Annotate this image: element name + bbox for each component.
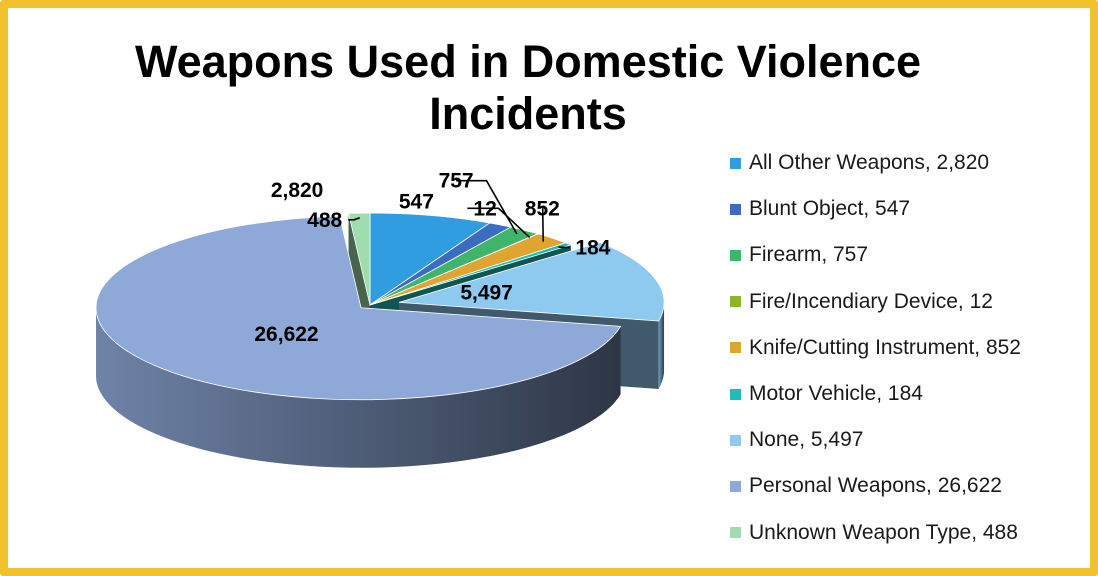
legend-label: Unknown Weapon Type, 488: [749, 520, 1018, 544]
legend-label: All Other Weapons, 2,820: [749, 151, 990, 175]
leader-line-knife-cutting-instrument: [541, 207, 544, 242]
legend-label: Blunt Object, 547: [749, 197, 911, 221]
legend-swatch: [730, 480, 741, 492]
legend-swatch: [730, 157, 741, 169]
legend-label: None, 5,497: [749, 428, 864, 452]
data-label-all-other-weapons: 2,820: [271, 179, 324, 202]
legend-label: Firearm, 757: [749, 243, 869, 267]
pie-slice-all-other-weapons: [369, 212, 491, 306]
data-label-none: 5,497: [460, 282, 513, 305]
legend-item-blunt-object: Blunt Object, 547: [730, 186, 1090, 232]
legend-item-personal-weapons: Personal Weapons, 26,622: [730, 463, 1090, 509]
legend-swatch: [730, 249, 741, 261]
legend-swatch: [730, 342, 741, 354]
legend-label: Knife/Cutting Instrument, 852: [749, 335, 1021, 359]
pie-slice-personal-weapons: [95, 215, 622, 401]
legend-swatch: [730, 296, 741, 308]
legend-item-fire-incendiary-device: Fire/Incendiary Device, 12: [730, 279, 1090, 325]
legend-item-firearm: Firearm, 757: [730, 232, 1090, 278]
legend-swatch: [730, 203, 741, 215]
none-side-wall: [658, 302, 665, 389]
pie-slice-none: [398, 241, 665, 322]
data-label-firearm: 757: [439, 170, 474, 193]
legend-swatch: [730, 434, 741, 446]
pie-slice-motor-vehicle: [369, 242, 573, 306]
leader-line-unknown-weapon-type: [348, 216, 361, 221]
legend-label: Motor Vehicle, 184: [749, 382, 923, 406]
legend-label: Personal Weapons, 26,622: [749, 474, 1002, 498]
data-label-blunt-object: 547: [399, 190, 434, 213]
legend-item-none: None, 5,497: [730, 417, 1090, 463]
legend-swatch: [730, 388, 741, 400]
legend-item-knife-cutting-instrument: Knife/Cutting Instrument, 852: [730, 325, 1090, 371]
data-label-fire-incendiary-device: 12: [473, 197, 496, 220]
data-label-personal-weapons: 26,622: [254, 323, 318, 346]
legend-item-all-other-weapons: All Other Weapons, 2,820: [730, 140, 1090, 186]
legend-item-motor-vehicle: Motor Vehicle, 184: [730, 371, 1090, 417]
legend-item-unknown-weapon-type: Unknown Weapon Type, 488: [730, 510, 1090, 556]
legend-label: Fire/Incendiary Device, 12: [749, 289, 993, 313]
leader-line-fire-incendiary-device: [467, 207, 531, 238]
data-label-unknown-weapon-type: 488: [307, 209, 342, 232]
personal-weapons-side-wall: [96, 307, 621, 468]
data-label-motor-vehicle: 184: [575, 236, 610, 259]
pie-slice-unknown-weapon-type: [348, 212, 371, 306]
data-label-knife-cutting-instrument: 852: [525, 197, 560, 220]
chart-title: Weapons Used in Domestic Violence Incide…: [134, 36, 922, 139]
chart-legend: All Other Weapons, 2,820 Blunt Object, 54…: [730, 140, 1090, 556]
legend-swatch: [730, 527, 741, 539]
